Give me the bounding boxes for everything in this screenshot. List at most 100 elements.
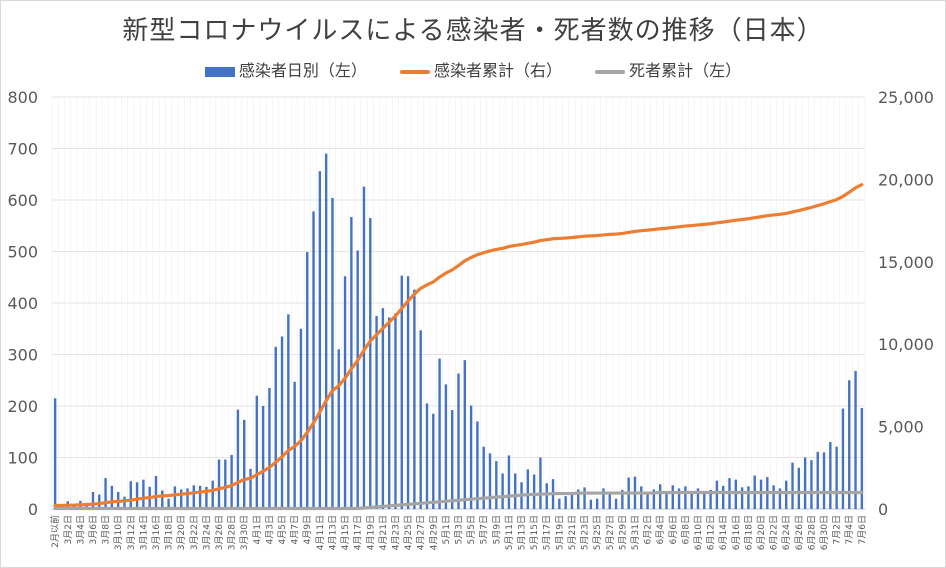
bar-daily xyxy=(413,289,416,509)
y-left-tick-label: 400 xyxy=(7,294,38,313)
x-tick-label: 7月4日 xyxy=(844,515,855,544)
x-tick-label: 3月26日 xyxy=(214,515,225,550)
bar-daily xyxy=(747,486,750,509)
bar-daily xyxy=(495,461,498,509)
bar-daily xyxy=(482,446,485,509)
x-tick-label: 4月19日 xyxy=(365,515,376,550)
bar-daily xyxy=(810,460,813,509)
bar-daily xyxy=(394,313,397,509)
bar-daily xyxy=(602,488,605,509)
x-tick-label: 6月10日 xyxy=(693,515,704,550)
bar-daily xyxy=(740,487,744,509)
bar-daily xyxy=(640,486,643,509)
bar-daily xyxy=(343,276,347,509)
bar-daily xyxy=(816,451,819,509)
bar-daily xyxy=(785,480,788,509)
bar-daily xyxy=(621,489,624,509)
x-tick-label: 6月24日 xyxy=(781,515,792,550)
bar-daily xyxy=(400,275,403,509)
x-tick-label: 6月30日 xyxy=(819,515,830,550)
x-tick-label: 6月8日 xyxy=(680,515,691,544)
bar-daily xyxy=(419,330,422,509)
x-tick-label: 4月21日 xyxy=(378,515,389,550)
bar-daily xyxy=(331,197,334,509)
bar-daily xyxy=(129,481,132,509)
bar-daily xyxy=(274,346,277,509)
bar-daily xyxy=(406,276,410,509)
bar-daily xyxy=(261,406,265,509)
x-tick-label: 6月22日 xyxy=(769,515,780,550)
x-tick-label: 5月9日 xyxy=(491,515,502,544)
x-tick-label: 5月23日 xyxy=(580,515,591,550)
bar-daily xyxy=(198,485,202,509)
bar-daily xyxy=(841,408,845,509)
x-tick-label: 3月20日 xyxy=(176,515,187,550)
bar-daily xyxy=(268,387,271,509)
x-tick-label: 5月7日 xyxy=(479,515,490,544)
bar-daily xyxy=(797,467,801,509)
x-tick-label: 3月2日 xyxy=(63,515,74,544)
bar-daily xyxy=(709,489,712,509)
x-tick-label: 5月11日 xyxy=(504,515,515,550)
bar-daily xyxy=(671,485,674,509)
x-tick-label: 5月3日 xyxy=(454,515,465,544)
line-deaths-cumulative xyxy=(53,490,864,511)
bar-daily xyxy=(98,494,101,509)
bar-daily xyxy=(306,252,309,509)
bar-daily xyxy=(91,492,95,509)
x-tick-label: 4月17日 xyxy=(353,515,364,550)
x-tick-label: 6月2日 xyxy=(643,515,654,544)
x-tick-label: 4月7日 xyxy=(290,515,301,544)
y-right-tick-label: 20,000 xyxy=(878,170,934,189)
x-tick-label: 3月6日 xyxy=(88,515,99,544)
bar-daily xyxy=(104,478,107,509)
bar-daily xyxy=(350,216,353,509)
x-tick-label: 3月8日 xyxy=(101,515,112,544)
bar-daily xyxy=(318,171,322,509)
bar-daily xyxy=(734,479,738,509)
bar-daily xyxy=(205,486,208,509)
bar-daily xyxy=(539,457,542,509)
x-tick-label: 3月30日 xyxy=(239,515,250,550)
bar-daily xyxy=(595,498,599,509)
legend-swatch-cumulative xyxy=(399,69,430,74)
x-tick-label: 3月28日 xyxy=(227,515,238,550)
bar-daily xyxy=(507,455,511,509)
x-tick-label: 7月6日 xyxy=(857,515,868,544)
bar-daily xyxy=(217,459,221,509)
bar-daily xyxy=(715,480,719,509)
x-tick-label: 5月15日 xyxy=(529,515,540,550)
y-left-tick-label: 500 xyxy=(7,243,38,262)
bar-daily xyxy=(299,328,303,509)
bar-daily xyxy=(677,488,681,509)
y-left-tick-label: 100 xyxy=(7,449,38,468)
x-tick-label: 3月10日 xyxy=(113,515,124,550)
bar-daily xyxy=(324,153,328,509)
bar-daily xyxy=(608,492,611,509)
bar-daily xyxy=(532,474,536,509)
bar-daily xyxy=(469,405,473,509)
bar-daily xyxy=(570,493,574,509)
bar-daily xyxy=(179,489,183,509)
y-left-tick-label: 600 xyxy=(7,191,38,210)
legend-label-daily: 感染者日別（左） xyxy=(238,61,367,80)
bar-daily xyxy=(381,308,385,509)
bar-daily xyxy=(652,489,656,509)
bar-daily xyxy=(425,403,429,509)
bar-daily xyxy=(589,499,593,509)
bar-daily xyxy=(450,410,454,509)
x-tick-label: 4月25日 xyxy=(403,515,414,550)
bar-daily xyxy=(791,462,794,509)
legend-item-cumulative: 感染者累計（右） xyxy=(399,57,562,81)
line-cases-cumulative xyxy=(53,183,864,508)
x-tick-label: 5月27日 xyxy=(605,515,616,550)
y-left-tick-label: 700 xyxy=(7,140,38,159)
x-tick-label: 7月2日 xyxy=(832,515,843,544)
bar-daily xyxy=(684,486,687,509)
legend-label-deaths: 死者累計（左） xyxy=(629,61,742,80)
y-left-tick-label: 300 xyxy=(7,346,38,365)
bar-daily xyxy=(526,469,530,509)
bar-daily xyxy=(167,498,170,509)
bar-daily xyxy=(287,314,290,509)
x-tick-label: 6月4日 xyxy=(655,515,666,544)
